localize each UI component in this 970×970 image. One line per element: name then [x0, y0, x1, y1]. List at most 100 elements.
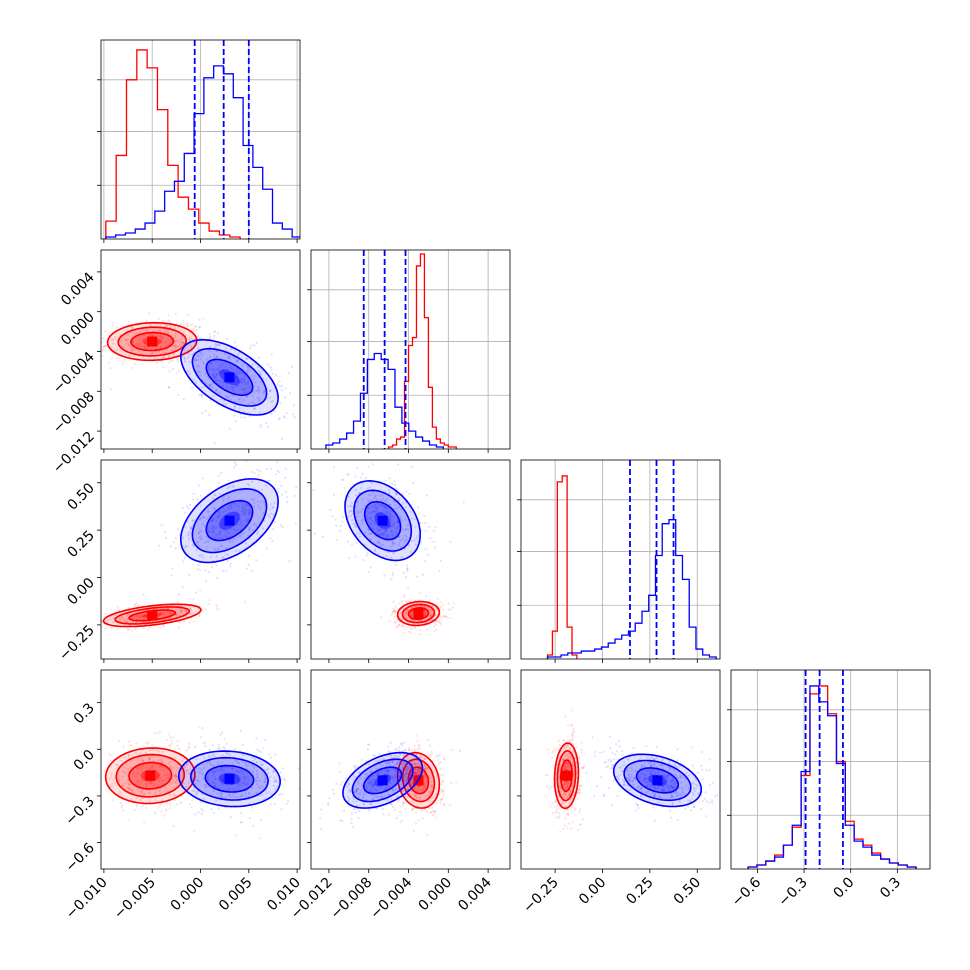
red-sample-point	[185, 609, 188, 613]
blue-sample-point	[219, 380, 222, 383]
red-sample-point	[130, 349, 133, 352]
blue-sample-point	[214, 507, 217, 510]
blue-sample-point	[369, 518, 372, 521]
red-sample-point	[110, 339, 113, 342]
blue-sample-point	[361, 519, 364, 522]
blue-sample-point	[351, 519, 354, 522]
blue-sample-point	[390, 803, 393, 806]
red-sample-point	[428, 599, 431, 602]
blue-sample-point	[246, 369, 249, 372]
red-sample-point	[416, 771, 419, 774]
blue-histogram	[105, 65, 300, 239]
blue-sample-point	[246, 781, 250, 784]
red-sample-point	[401, 600, 404, 603]
red-sample-point	[176, 600, 179, 604]
blue-sample-point	[233, 510, 236, 514]
blue-sample-point	[221, 778, 224, 782]
red-sample-point	[152, 760, 155, 763]
red-sample-point	[440, 791, 443, 794]
blue-sample-point	[195, 549, 198, 552]
red-sample-point	[416, 762, 419, 766]
blue-sample-point	[307, 816, 309, 818]
blue-sample-point	[398, 746, 401, 749]
red-sample-point	[158, 750, 161, 753]
red-sample-point	[149, 800, 152, 803]
red-sample-point	[127, 767, 130, 770]
blue-sample-point	[672, 787, 675, 790]
blue-sample-point	[230, 394, 233, 397]
blue-sample-point	[235, 372, 238, 375]
blue-sample-point	[333, 466, 336, 469]
blue-sample-point	[238, 518, 241, 522]
blue-sample-point	[183, 358, 186, 361]
diag-panel-1	[307, 249, 511, 453]
blue-sample-point	[236, 368, 239, 371]
blue-sample-point	[363, 803, 366, 806]
red-sample-point	[133, 362, 136, 365]
red-sample-point	[168, 733, 171, 736]
blue-sample-point	[249, 511, 252, 515]
blue-sample-point	[387, 770, 390, 773]
red-sample-point	[419, 628, 422, 632]
blue-sample-point	[272, 513, 275, 516]
blue-sample-point	[208, 514, 211, 517]
blue-sample-point	[392, 764, 395, 767]
blue-sample-point	[388, 514, 391, 517]
blue-sample-point	[214, 343, 217, 346]
red-sample-point	[135, 621, 138, 624]
red-sample-point	[169, 807, 172, 810]
blue-sample-point	[610, 803, 614, 807]
red-sample-point	[399, 805, 402, 808]
blue-sample-point	[391, 483, 394, 486]
blue-sample-point	[163, 531, 166, 534]
blue-sample-point	[207, 760, 210, 763]
blue-contour	[179, 338, 279, 416]
red-sample-point	[121, 785, 124, 788]
red-sample-point	[440, 600, 443, 604]
blue-sample-point	[385, 511, 388, 514]
blue-sample-point	[353, 808, 356, 811]
blue-sample-point	[238, 381, 241, 384]
blue-sample-point	[232, 788, 236, 791]
red-sample-point	[148, 749, 151, 752]
blue-sample-point	[399, 742, 402, 746]
blue-sample-point	[241, 506, 244, 509]
red-sample-point	[188, 605, 191, 608]
blue-sample-point	[240, 401, 243, 404]
blue-sample-point	[390, 530, 393, 533]
blue-sample-point	[405, 528, 408, 531]
red-sample-point	[568, 739, 571, 742]
blue-sample-point	[375, 807, 378, 810]
red-sample-point	[130, 766, 133, 769]
red-sample-point	[422, 765, 426, 768]
red-sample-point	[148, 798, 151, 801]
red-sample-point	[163, 770, 166, 773]
blue-sample-point	[195, 329, 198, 332]
blue-sample-point	[386, 512, 389, 515]
red-sample-point	[157, 329, 160, 332]
red-sample-point	[167, 762, 170, 765]
blue-sample-point	[219, 398, 223, 401]
red-sample-point	[104, 344, 108, 347]
red-sample-point	[577, 788, 580, 791]
red-sample-point	[149, 626, 152, 629]
red-sample-point	[158, 773, 161, 776]
red-sample-point	[172, 353, 175, 356]
red-sample-point	[212, 764, 216, 767]
red-sample-point	[430, 604, 433, 607]
blue-sample-point	[379, 795, 383, 798]
blue-sample-point	[233, 405, 236, 408]
red-sample-point	[188, 621, 191, 624]
red-sample-point	[154, 769, 157, 772]
red-sample-point	[152, 781, 156, 785]
red-contour	[407, 606, 430, 620]
red-sample-point	[566, 755, 569, 759]
blue-sample-point	[197, 484, 200, 487]
blue-sample-point	[399, 518, 403, 521]
blue-sample-point	[229, 366, 232, 369]
blue-sample-point	[358, 791, 361, 795]
blue-sample-point	[183, 546, 186, 549]
blue-sample-point	[182, 355, 185, 359]
blue-sample-point	[233, 407, 236, 410]
red-sample-point	[190, 806, 193, 809]
